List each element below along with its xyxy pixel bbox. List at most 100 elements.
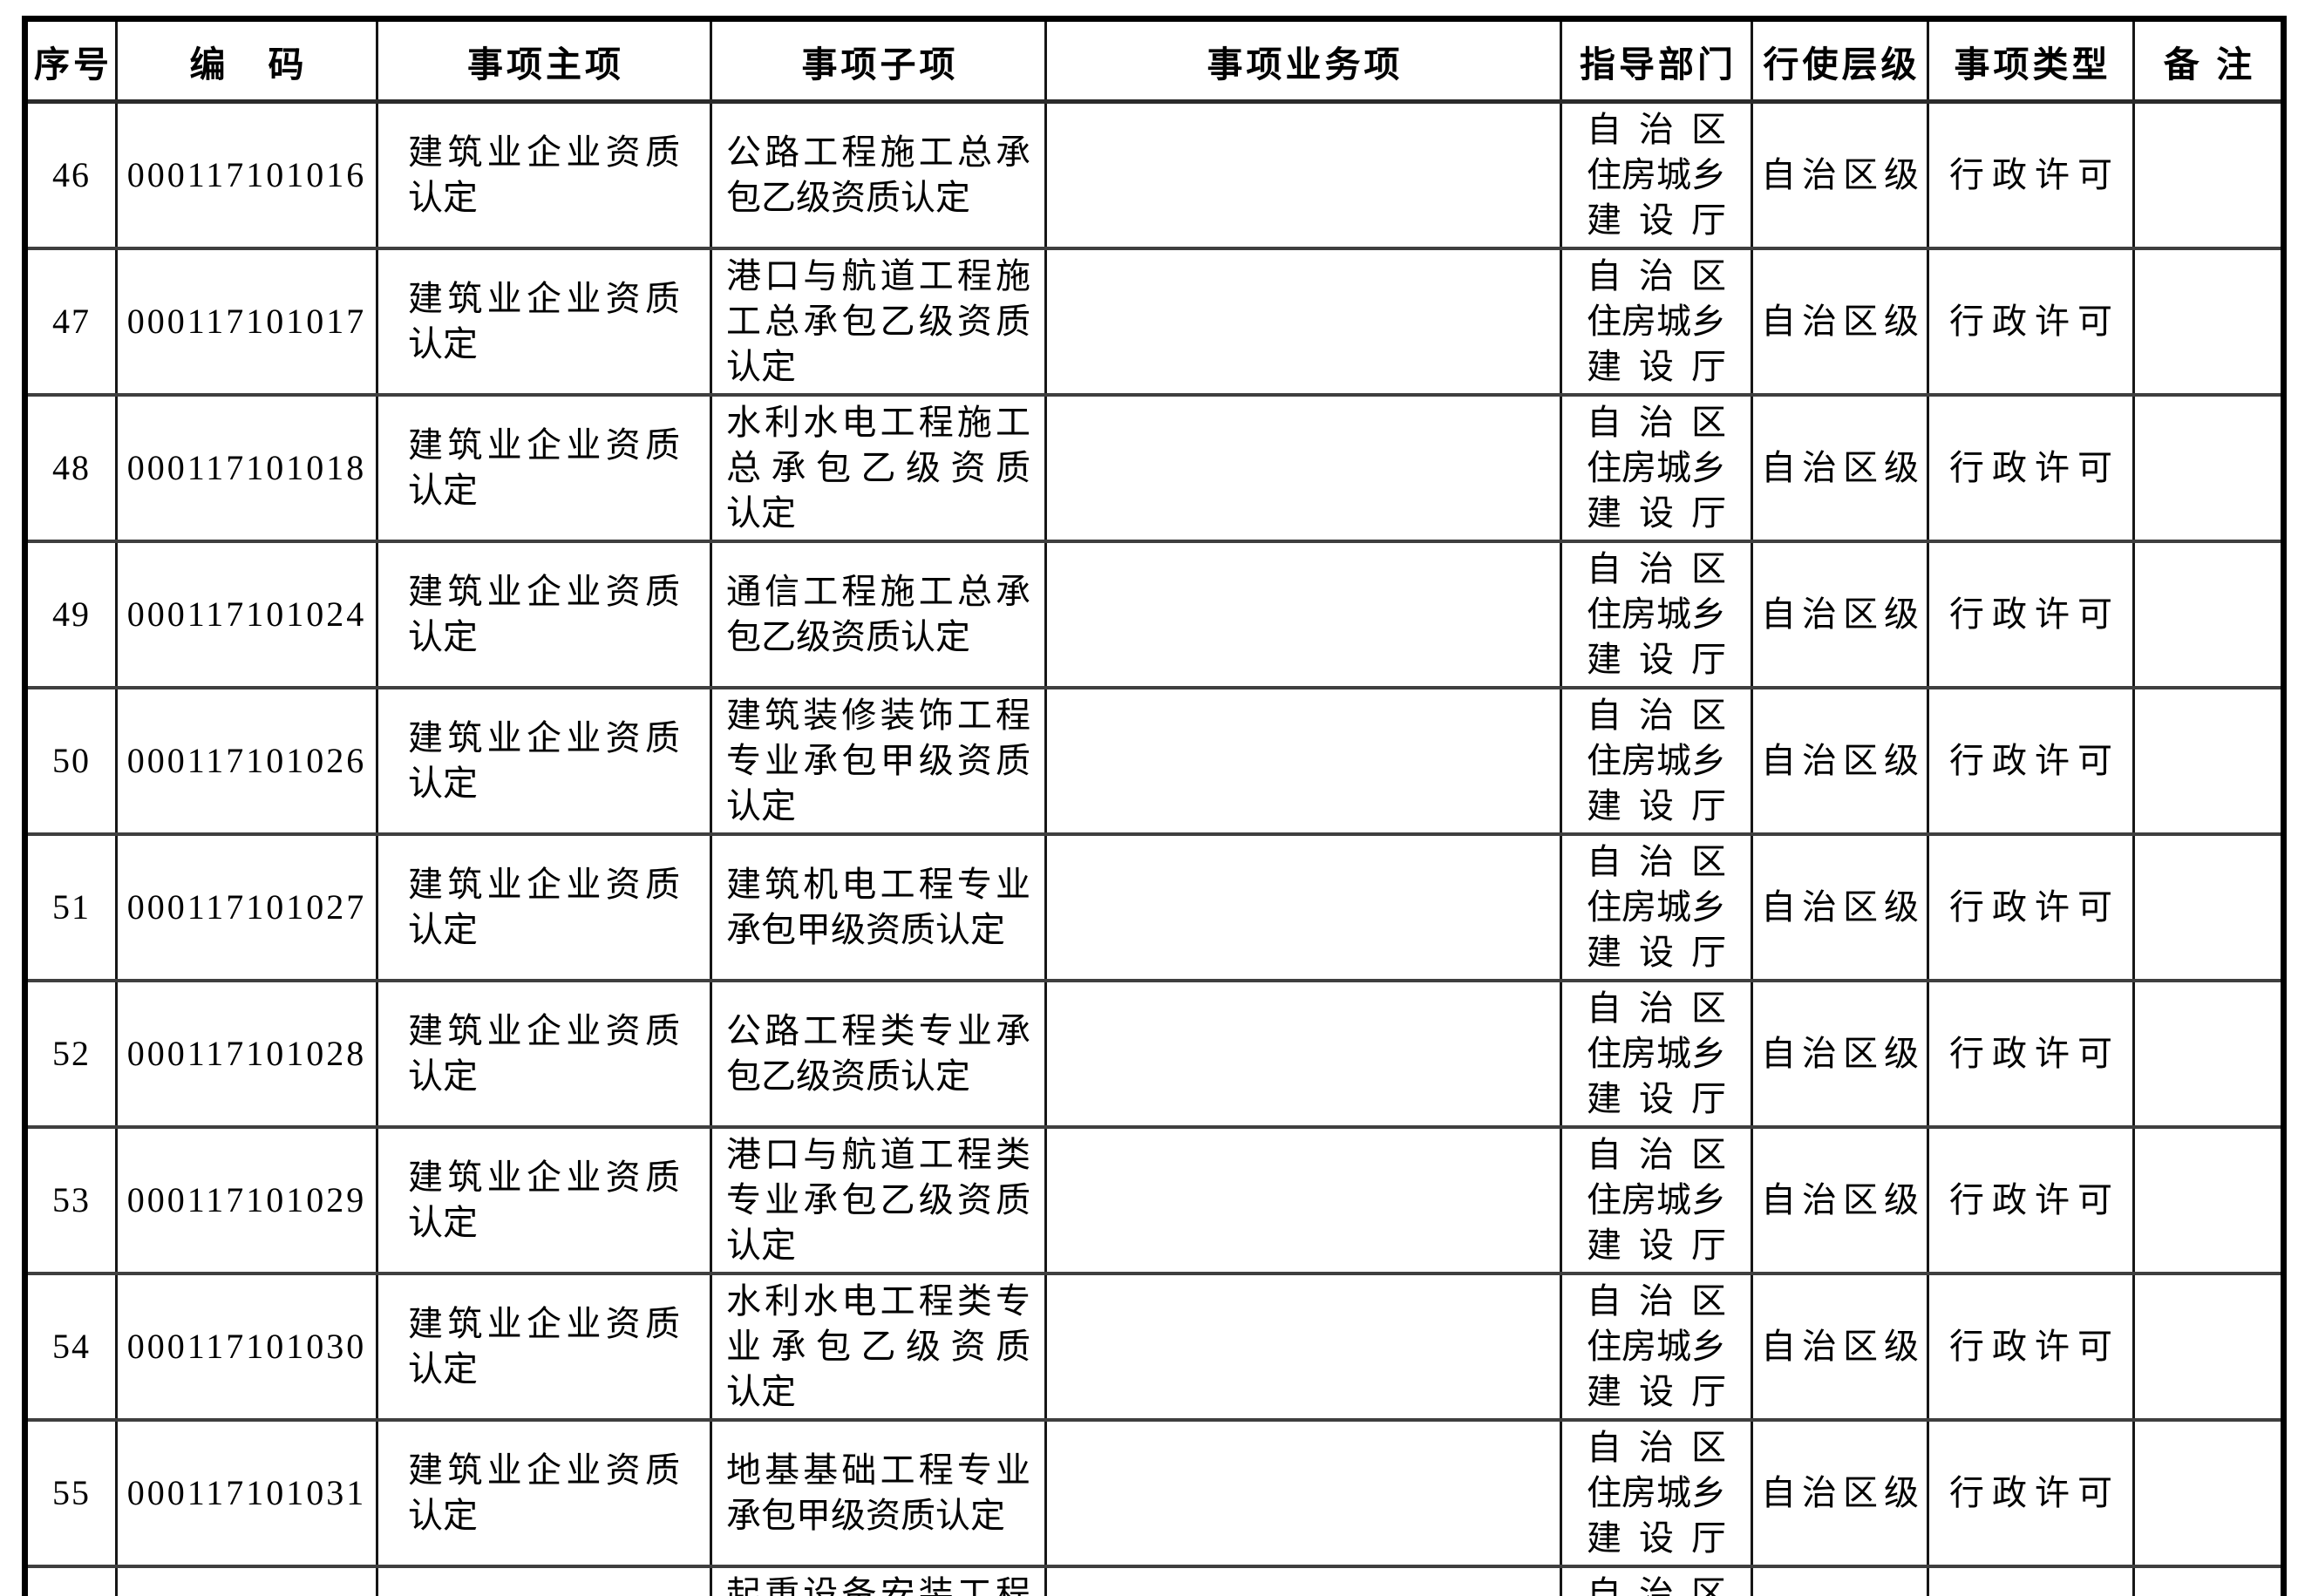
cell-business-item	[1044, 1565, 1562, 1596]
text-line: 认定	[726, 347, 796, 386]
cell-business-item	[1044, 686, 1562, 836]
text-line: 住房城乡	[1587, 1327, 1726, 1366]
text-line: 建设厅	[1587, 200, 1726, 240]
text-line: 地基基础工程专业	[726, 1450, 1030, 1490]
text-line: 认定	[408, 764, 478, 803]
cell-serial-number: 46	[24, 99, 118, 250]
col-header-note: 备 注	[2132, 16, 2285, 104]
cell-serial-number: 49	[24, 540, 118, 689]
text-line: 认定	[726, 786, 796, 825]
cell-remark	[2132, 393, 2285, 543]
col-header-code: 编 码	[115, 16, 378, 104]
cell-main-item: 建筑业企业资质认定	[376, 247, 712, 397]
text-line: 住房城乡	[1587, 887, 1726, 927]
cell-sub-item: 通信工程施工总承 包乙级资质认定	[710, 540, 1047, 689]
cell-exercise-level: 自治区级	[1751, 393, 1929, 543]
text-line: 建筑业企业资质	[408, 1450, 680, 1490]
cell-exercise-level: 自治区级	[1751, 979, 1929, 1129]
text-line: 建筑业企业资质	[408, 132, 680, 172]
text-line: 建设厅	[1587, 786, 1726, 825]
text-line: 建筑业企业资质	[408, 1304, 680, 1343]
text-line: 自治区	[1587, 256, 1726, 295]
table-row: 55 000117101031 建筑业企业资质 认定 地基基础工程专业 承包甲级资质认定自…	[24, 1418, 2285, 1568]
text-line: 承包甲级资质认定	[726, 1496, 1005, 1535]
text-line: 建设厅	[1587, 493, 1726, 533]
cell-item-type: 行政许可	[1927, 979, 2135, 1129]
text-line: 住房城乡	[1587, 741, 1726, 780]
cell-exercise-level: 自治区级	[1751, 1418, 1929, 1568]
cell-remark	[2132, 1565, 2285, 1596]
col-header-type: 事项类型	[1927, 16, 2135, 104]
text-line: 认定	[408, 1349, 478, 1389]
cell-sub-item: 地基基础工程专业 承包甲级资质认定	[710, 1418, 1047, 1568]
cell-guide-department: 自治区住房城乡建设厅	[1560, 832, 1753, 982]
cell-exercise-level: 自治区级	[1751, 540, 1929, 689]
cell-business-item	[1044, 540, 1562, 689]
text-line: 住房城乡	[1587, 448, 1726, 487]
table-row: 54 000117101030 建筑业企业资质 认定 水利水电工程类专 业承包乙级资质 认定…	[24, 1272, 2285, 1422]
cell-item-type: 行政许可	[1927, 393, 2135, 543]
text-line: 水利水电工程类专	[726, 1281, 1030, 1321]
text-line: 通信工程施工总承	[726, 572, 1030, 611]
table-row: 50 000117101026 建筑业企业资质 认定 建筑装修装饰工程 专业承包甲级资质认…	[24, 686, 2285, 836]
text-line: 认定	[726, 493, 796, 533]
text-line: 港口与航道工程类	[726, 1135, 1030, 1174]
cell-main-item: 建筑业企业资质认定	[376, 540, 712, 689]
text-line: 认定	[408, 910, 478, 949]
text-line: 建设厅	[1587, 1226, 1726, 1265]
cell-guide-department: 自治区住房城乡建设厅	[1560, 686, 1753, 836]
text-line: 自治区	[1587, 110, 1726, 149]
text-line: 认定	[408, 1056, 478, 1096]
text-line: 自治区	[1587, 403, 1726, 442]
text-line: 自治区	[1587, 1428, 1726, 1467]
cell-guide-department: 自治区住房城乡建设厅	[1560, 99, 1753, 250]
text-line: 建筑业企业资质	[408, 279, 680, 318]
cell-exercise-level: 自治区级	[1751, 1565, 1929, 1596]
text-line: 建筑业企业资质	[408, 718, 680, 757]
cell-item-type: 行政许可	[1927, 1565, 2135, 1596]
approval-items-table: 序号编 码事项主项 事项子项 事项业务项 指导部门 行使层级 事项类型备 注 46 0001…	[22, 16, 2287, 1596]
cell-remark	[2132, 540, 2285, 689]
text-line: 建设厅	[1587, 1518, 1726, 1558]
text-line: 建筑装修装饰工程	[726, 696, 1030, 735]
cell-serial-number: 48	[24, 393, 118, 543]
cell-sub-item: 港口与航道工程类 专业承包乙级资质 认定	[710, 1125, 1047, 1275]
cell-serial-number: 55	[24, 1418, 118, 1568]
cell-main-item: 建筑业企业资质认定	[376, 99, 712, 250]
cell-item-type: 行政许可	[1927, 99, 2135, 250]
col-header-biz: 事项业务项	[1044, 16, 1562, 104]
text-line: 认定	[726, 1226, 796, 1265]
text-line: 自治区	[1587, 1281, 1726, 1321]
cell-main-item: 建筑业企业资质认定	[376, 979, 712, 1129]
cell-sub-item: 公路工程类专业承 包乙级资质认定	[710, 979, 1047, 1129]
cell-code: 000117101027	[115, 832, 378, 982]
text-line: 住房城乡	[1587, 302, 1726, 341]
text-line: 认定	[408, 324, 478, 363]
table-row: 56000117101032建筑业企业资质认定起重设备安装工程专业承包甲级资质认…	[24, 1565, 2285, 1596]
text-line: 自治区	[1587, 988, 1726, 1028]
text-line: 专业承包乙级资质	[726, 1180, 1030, 1219]
text-line: 建筑业企业资质	[408, 1158, 680, 1197]
cell-business-item	[1044, 247, 1562, 397]
cell-main-item: 建筑业企业资质认定	[376, 1272, 712, 1422]
text-line: 自治区	[1587, 1135, 1726, 1174]
cell-item-type: 行政许可	[1927, 247, 2135, 397]
text-line: 住房城乡	[1587, 1034, 1726, 1073]
col-header-sub: 事项子项	[710, 16, 1047, 104]
text-line: 总承包乙级资质	[726, 448, 1030, 487]
text-line: 建筑业企业资质	[408, 1011, 680, 1050]
table-row: 46 000117101016 建筑业企业资质 认定 公路工程施工总承 包乙级资质认定 自治…	[24, 99, 2285, 250]
cell-serial-number: 52	[24, 979, 118, 1129]
text-line: 建筑业企业资质	[408, 425, 680, 465]
cell-code: 000117101026	[115, 686, 378, 836]
table-row: 51 000117101027 建筑业企业资质 认定 建筑机电工程专业 承包甲级资质认定自…	[24, 832, 2285, 982]
cell-remark	[2132, 1125, 2285, 1275]
cell-remark	[2132, 979, 2285, 1129]
cell-item-type: 行政许可	[1927, 1418, 2135, 1568]
text-line: 认定	[408, 471, 478, 510]
cell-business-item	[1044, 99, 1562, 250]
cell-sub-item: 水利水电工程施工 总承包乙级资质 认定	[710, 393, 1047, 543]
cell-sub-item: 起重设备安装工程专业承包甲级资质认定	[710, 1565, 1047, 1596]
